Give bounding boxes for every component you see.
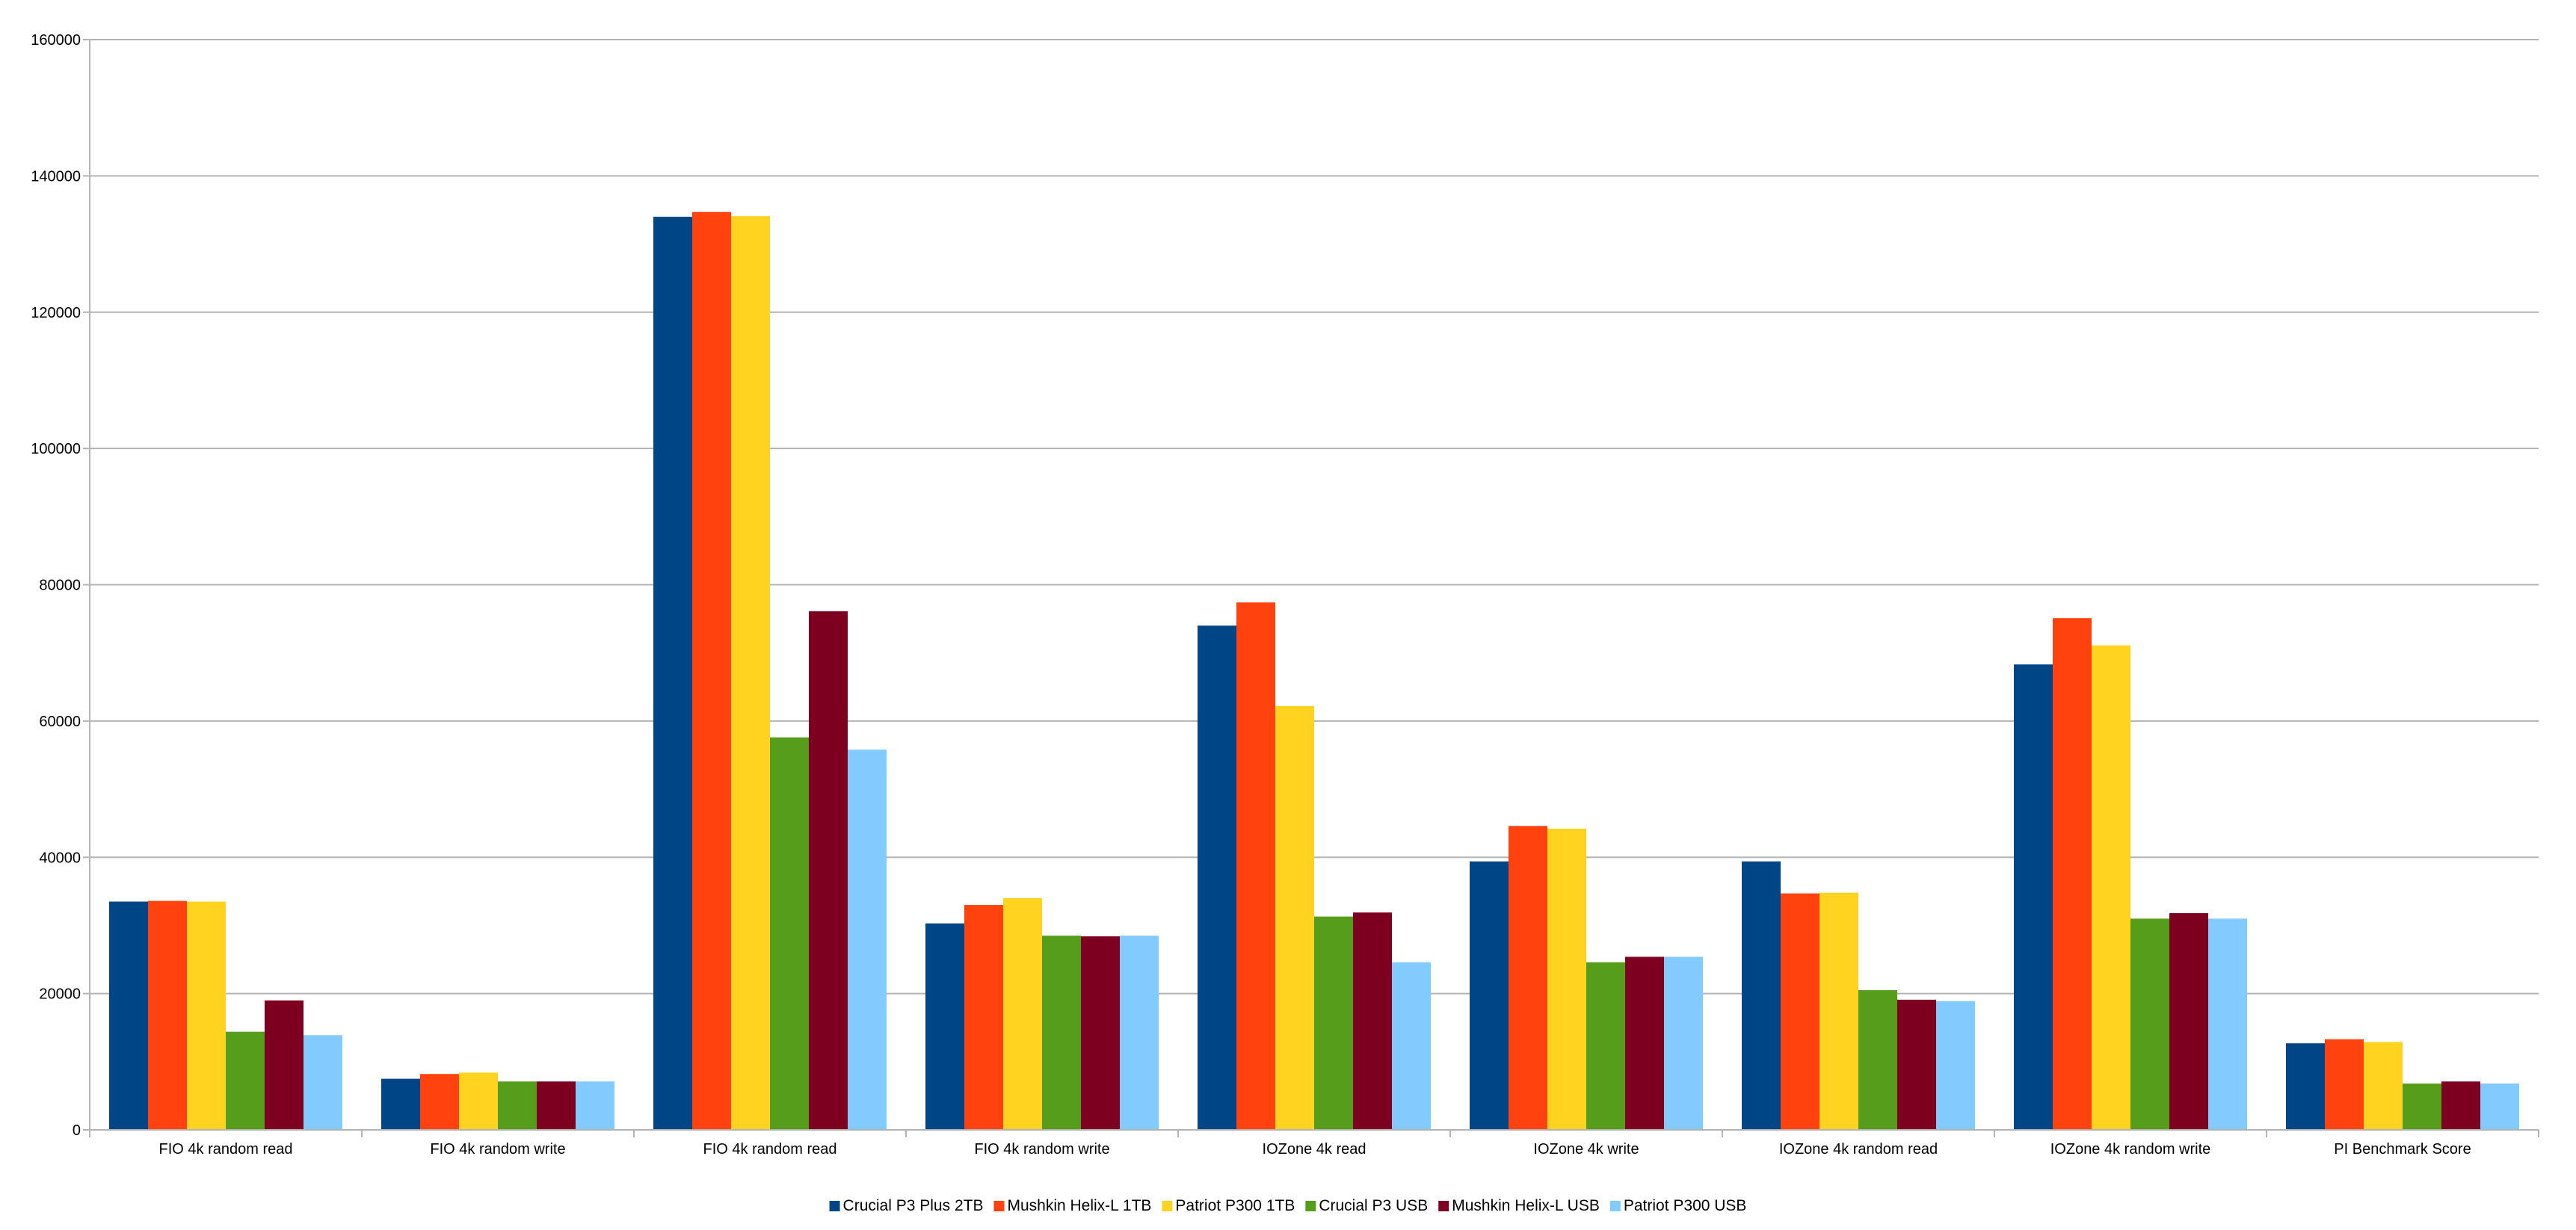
bars	[109, 211, 2519, 1131]
bar	[1081, 936, 1120, 1130]
x-tick-label: PI Benchmark Score	[2334, 1141, 2471, 1158]
bar	[109, 901, 148, 1130]
bar	[1819, 892, 1858, 1130]
bar	[1120, 936, 1159, 1130]
bar	[1664, 957, 1703, 1130]
bar	[148, 900, 187, 1130]
bar	[2208, 918, 2247, 1130]
y-tick-label: 0	[73, 1122, 81, 1139]
legend-label: Patriot P300 1TB	[1175, 1197, 1295, 1214]
bar	[2092, 645, 2130, 1130]
bar	[770, 737, 809, 1130]
bar	[2130, 918, 2169, 1130]
x-tick-label: IOZone 4k read	[1263, 1141, 1366, 1158]
bar	[809, 611, 848, 1130]
x-tick-label: IOZone 4k random read	[1779, 1141, 1938, 1158]
y-tick-label: 120000	[31, 305, 81, 321]
bar	[226, 1031, 265, 1130]
bar	[576, 1081, 614, 1130]
bar	[1897, 999, 1936, 1130]
bar	[2364, 1042, 2403, 1130]
bar	[1586, 962, 1625, 1130]
legend-item: Patriot P300 1TB	[1162, 1197, 1295, 1214]
legend-item: Crucial P3 USB	[1305, 1197, 1428, 1214]
bar	[1003, 897, 1042, 1130]
bar	[692, 211, 731, 1131]
bar	[2053, 618, 2092, 1130]
bar	[1392, 962, 1431, 1130]
bar	[1858, 990, 1897, 1130]
bar	[537, 1081, 576, 1130]
bar	[459, 1072, 498, 1130]
axes: 0 20000 40000 60000 80000 100000 120000 140000 1…	[31, 32, 2539, 1158]
bar	[2480, 1083, 2519, 1130]
bar	[303, 1035, 342, 1130]
bar	[2014, 664, 2053, 1130]
bar	[1042, 936, 1081, 1130]
y-tick-label: 160000	[31, 32, 81, 49]
bar	[1314, 916, 1353, 1130]
legend-swatch	[829, 1201, 840, 1211]
bar	[1742, 861, 1781, 1130]
bar	[2169, 913, 2208, 1130]
x-tick-label: IOZone 4k random write	[2050, 1141, 2211, 1158]
legend-swatch	[993, 1201, 1005, 1211]
bar	[1547, 828, 1586, 1130]
y-tick-label: 80000	[39, 578, 81, 594]
bar	[1470, 861, 1509, 1130]
bar	[653, 217, 692, 1130]
x-tick-label: FIO 4k random read	[703, 1141, 837, 1158]
legend-swatch	[1438, 1201, 1449, 1211]
bar	[420, 1074, 459, 1130]
bar	[1625, 957, 1664, 1130]
y-tick-label: 40000	[39, 850, 81, 866]
bar	[1275, 705, 1314, 1130]
legend-label: Mushkin Helix-L USB	[1452, 1197, 1600, 1214]
y-tick-label: 60000	[39, 714, 81, 730]
legend: Crucial P3 Plus 2TB Mushkin Helix-L 1TB Pa…	[829, 1197, 1747, 1214]
legend-item: Crucial P3 Plus 2TB	[829, 1197, 984, 1214]
bar	[2325, 1039, 2364, 1130]
bar	[2403, 1083, 2441, 1130]
bar	[1936, 1001, 1975, 1130]
bar	[187, 901, 226, 1130]
legend-item: Mushkin Helix-L USB	[1438, 1197, 1600, 1214]
bar	[1509, 826, 1547, 1130]
bar	[1781, 893, 1819, 1130]
y-tick-label: 140000	[31, 168, 81, 185]
legend-item: Patriot P300 USB	[1609, 1197, 1747, 1214]
legend-label: Patriot P300 USB	[1624, 1197, 1747, 1214]
bar	[925, 923, 964, 1130]
bar	[1198, 625, 1236, 1130]
x-tick-label: FIO 4k random write	[430, 1141, 565, 1158]
legend-swatch	[1305, 1201, 1316, 1211]
bar	[1236, 602, 1275, 1130]
y-tick-label: 20000	[39, 986, 81, 1003]
bar	[1353, 912, 1392, 1130]
y-tick-label: 100000	[31, 441, 81, 457]
legend-swatch	[1162, 1201, 1173, 1211]
bar	[2441, 1081, 2480, 1130]
bar	[2286, 1043, 2325, 1130]
legend-item: Mushkin Helix-L 1TB	[993, 1197, 1151, 1214]
bar	[498, 1081, 537, 1130]
legend-label: Crucial P3 Plus 2TB	[843, 1197, 984, 1214]
bar	[265, 1000, 303, 1130]
bar	[731, 216, 770, 1130]
legend-swatch	[1609, 1201, 1621, 1211]
x-tick-label: FIO 4k random write	[974, 1141, 1109, 1158]
legend-label: Mushkin Helix-L 1TB	[1007, 1197, 1151, 1214]
x-tick-label: FIO 4k random read	[159, 1141, 293, 1158]
bar	[964, 905, 1003, 1130]
legend-label: Crucial P3 USB	[1319, 1197, 1428, 1214]
bar	[381, 1078, 420, 1130]
bar	[848, 750, 887, 1130]
x-tick-label: IOZone 4k write	[1533, 1141, 1639, 1158]
